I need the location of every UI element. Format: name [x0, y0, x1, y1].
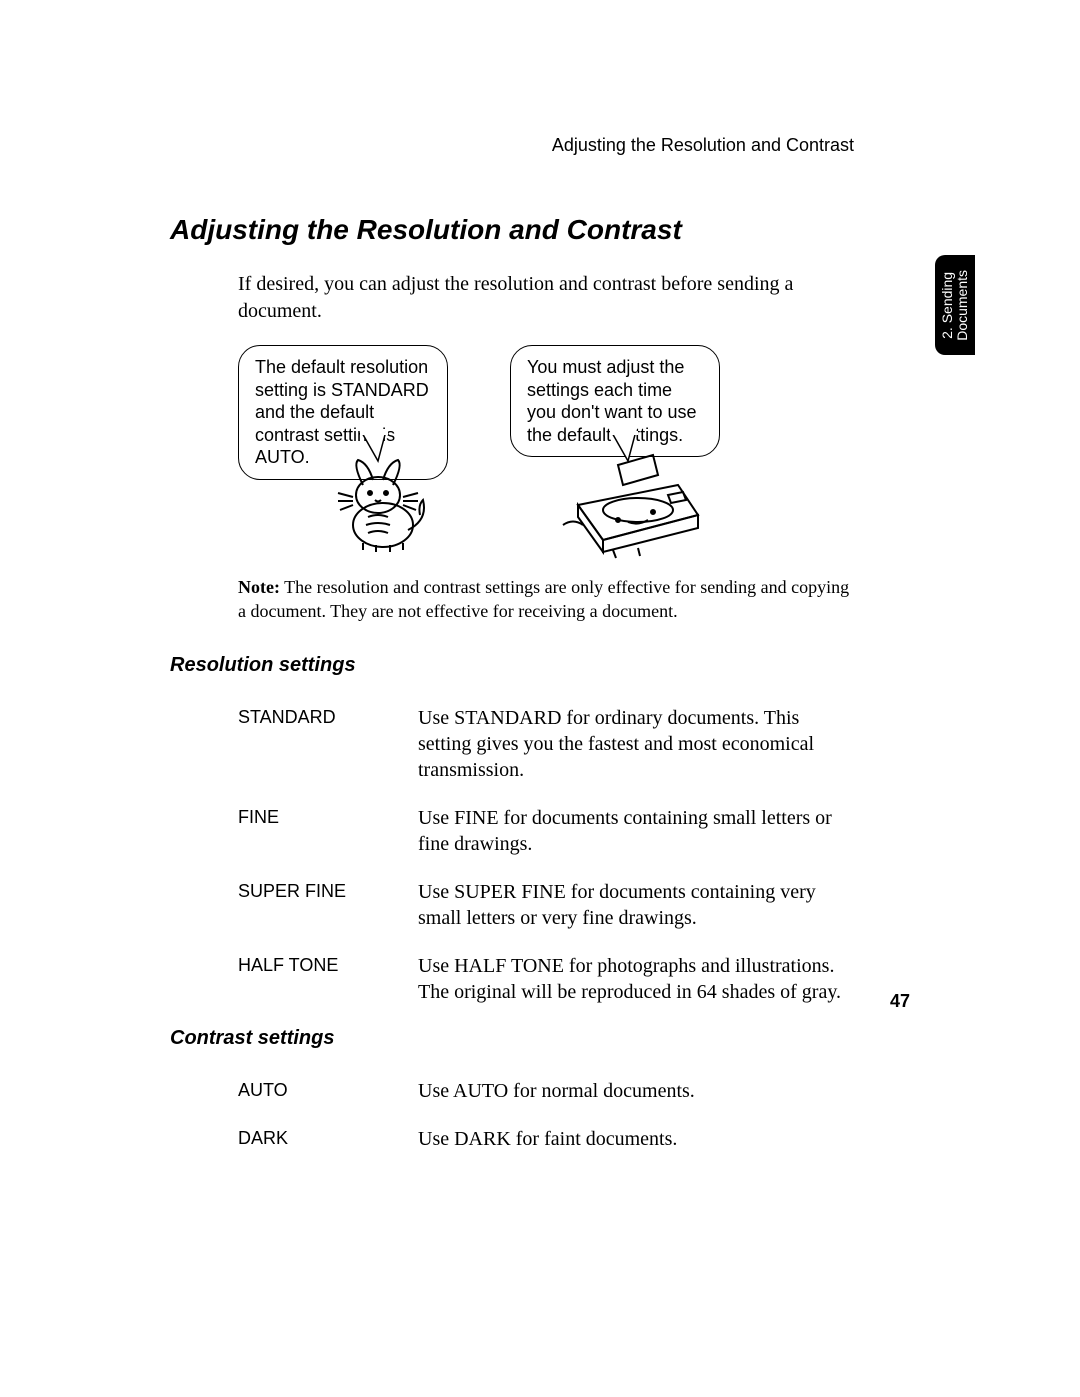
- resolution-table: STANDARD Use STANDARD for ordinary docum…: [238, 705, 854, 1005]
- intro-paragraph: If desired, you can adjust the resolutio…: [238, 271, 854, 325]
- contrast-heading: Contrast settings: [170, 1027, 910, 1050]
- cat-icon: [328, 455, 448, 555]
- resolution-heading: Resolution settings: [170, 654, 910, 677]
- table-row: HALF TONE Use HALF TONE for photographs …: [238, 953, 854, 1005]
- fax-machine-icon: [558, 450, 728, 560]
- setting-desc: Use FINE for documents containing small …: [418, 805, 854, 857]
- side-tab-line1: 2. Sending: [939, 272, 955, 339]
- table-row: STANDARD Use STANDARD for ordinary docum…: [238, 705, 854, 783]
- setting-label: SUPER FINE: [238, 879, 418, 931]
- setting-desc: Use STANDARD for ordinary documents. Thi…: [418, 705, 854, 783]
- contrast-table: AUTO Use AUTO for normal documents. DARK…: [238, 1078, 854, 1152]
- note-body: The resolution and contrast settings are…: [238, 577, 849, 621]
- setting-label: DARK: [238, 1126, 418, 1152]
- setting-label: AUTO: [238, 1078, 418, 1104]
- note-paragraph: Note: The resolution and contrast settin…: [238, 575, 854, 624]
- setting-desc: Use SUPER FINE for documents containing …: [418, 879, 854, 931]
- running-head: Adjusting the Resolution and Contrast: [170, 135, 854, 156]
- side-tab: 2. Sending Documents: [935, 255, 975, 355]
- page-content: Adjusting the Resolution and Contrast Ad…: [170, 135, 910, 1174]
- callouts-block: The default resolution setting is STANDA…: [238, 345, 854, 565]
- table-row: SUPER FINE Use SUPER FINE for documents …: [238, 879, 854, 931]
- setting-desc: Use DARK for faint documents.: [418, 1126, 677, 1152]
- setting-desc: Use HALF TONE for photographs and illust…: [418, 953, 854, 1005]
- setting-desc: Use AUTO for normal documents.: [418, 1078, 695, 1104]
- page-number: 47: [890, 991, 910, 1012]
- table-row: DARK Use DARK for faint documents.: [238, 1126, 854, 1152]
- table-row: AUTO Use AUTO for normal documents.: [238, 1078, 854, 1104]
- side-tab-line2: Documents: [954, 270, 970, 341]
- note-label: Note:: [238, 577, 280, 597]
- setting-label: HALF TONE: [238, 953, 418, 1005]
- setting-label: STANDARD: [238, 705, 418, 783]
- setting-label: FINE: [238, 805, 418, 857]
- chapter-title: Adjusting the Resolution and Contrast: [170, 214, 910, 246]
- table-row: FINE Use FINE for documents containing s…: [238, 805, 854, 857]
